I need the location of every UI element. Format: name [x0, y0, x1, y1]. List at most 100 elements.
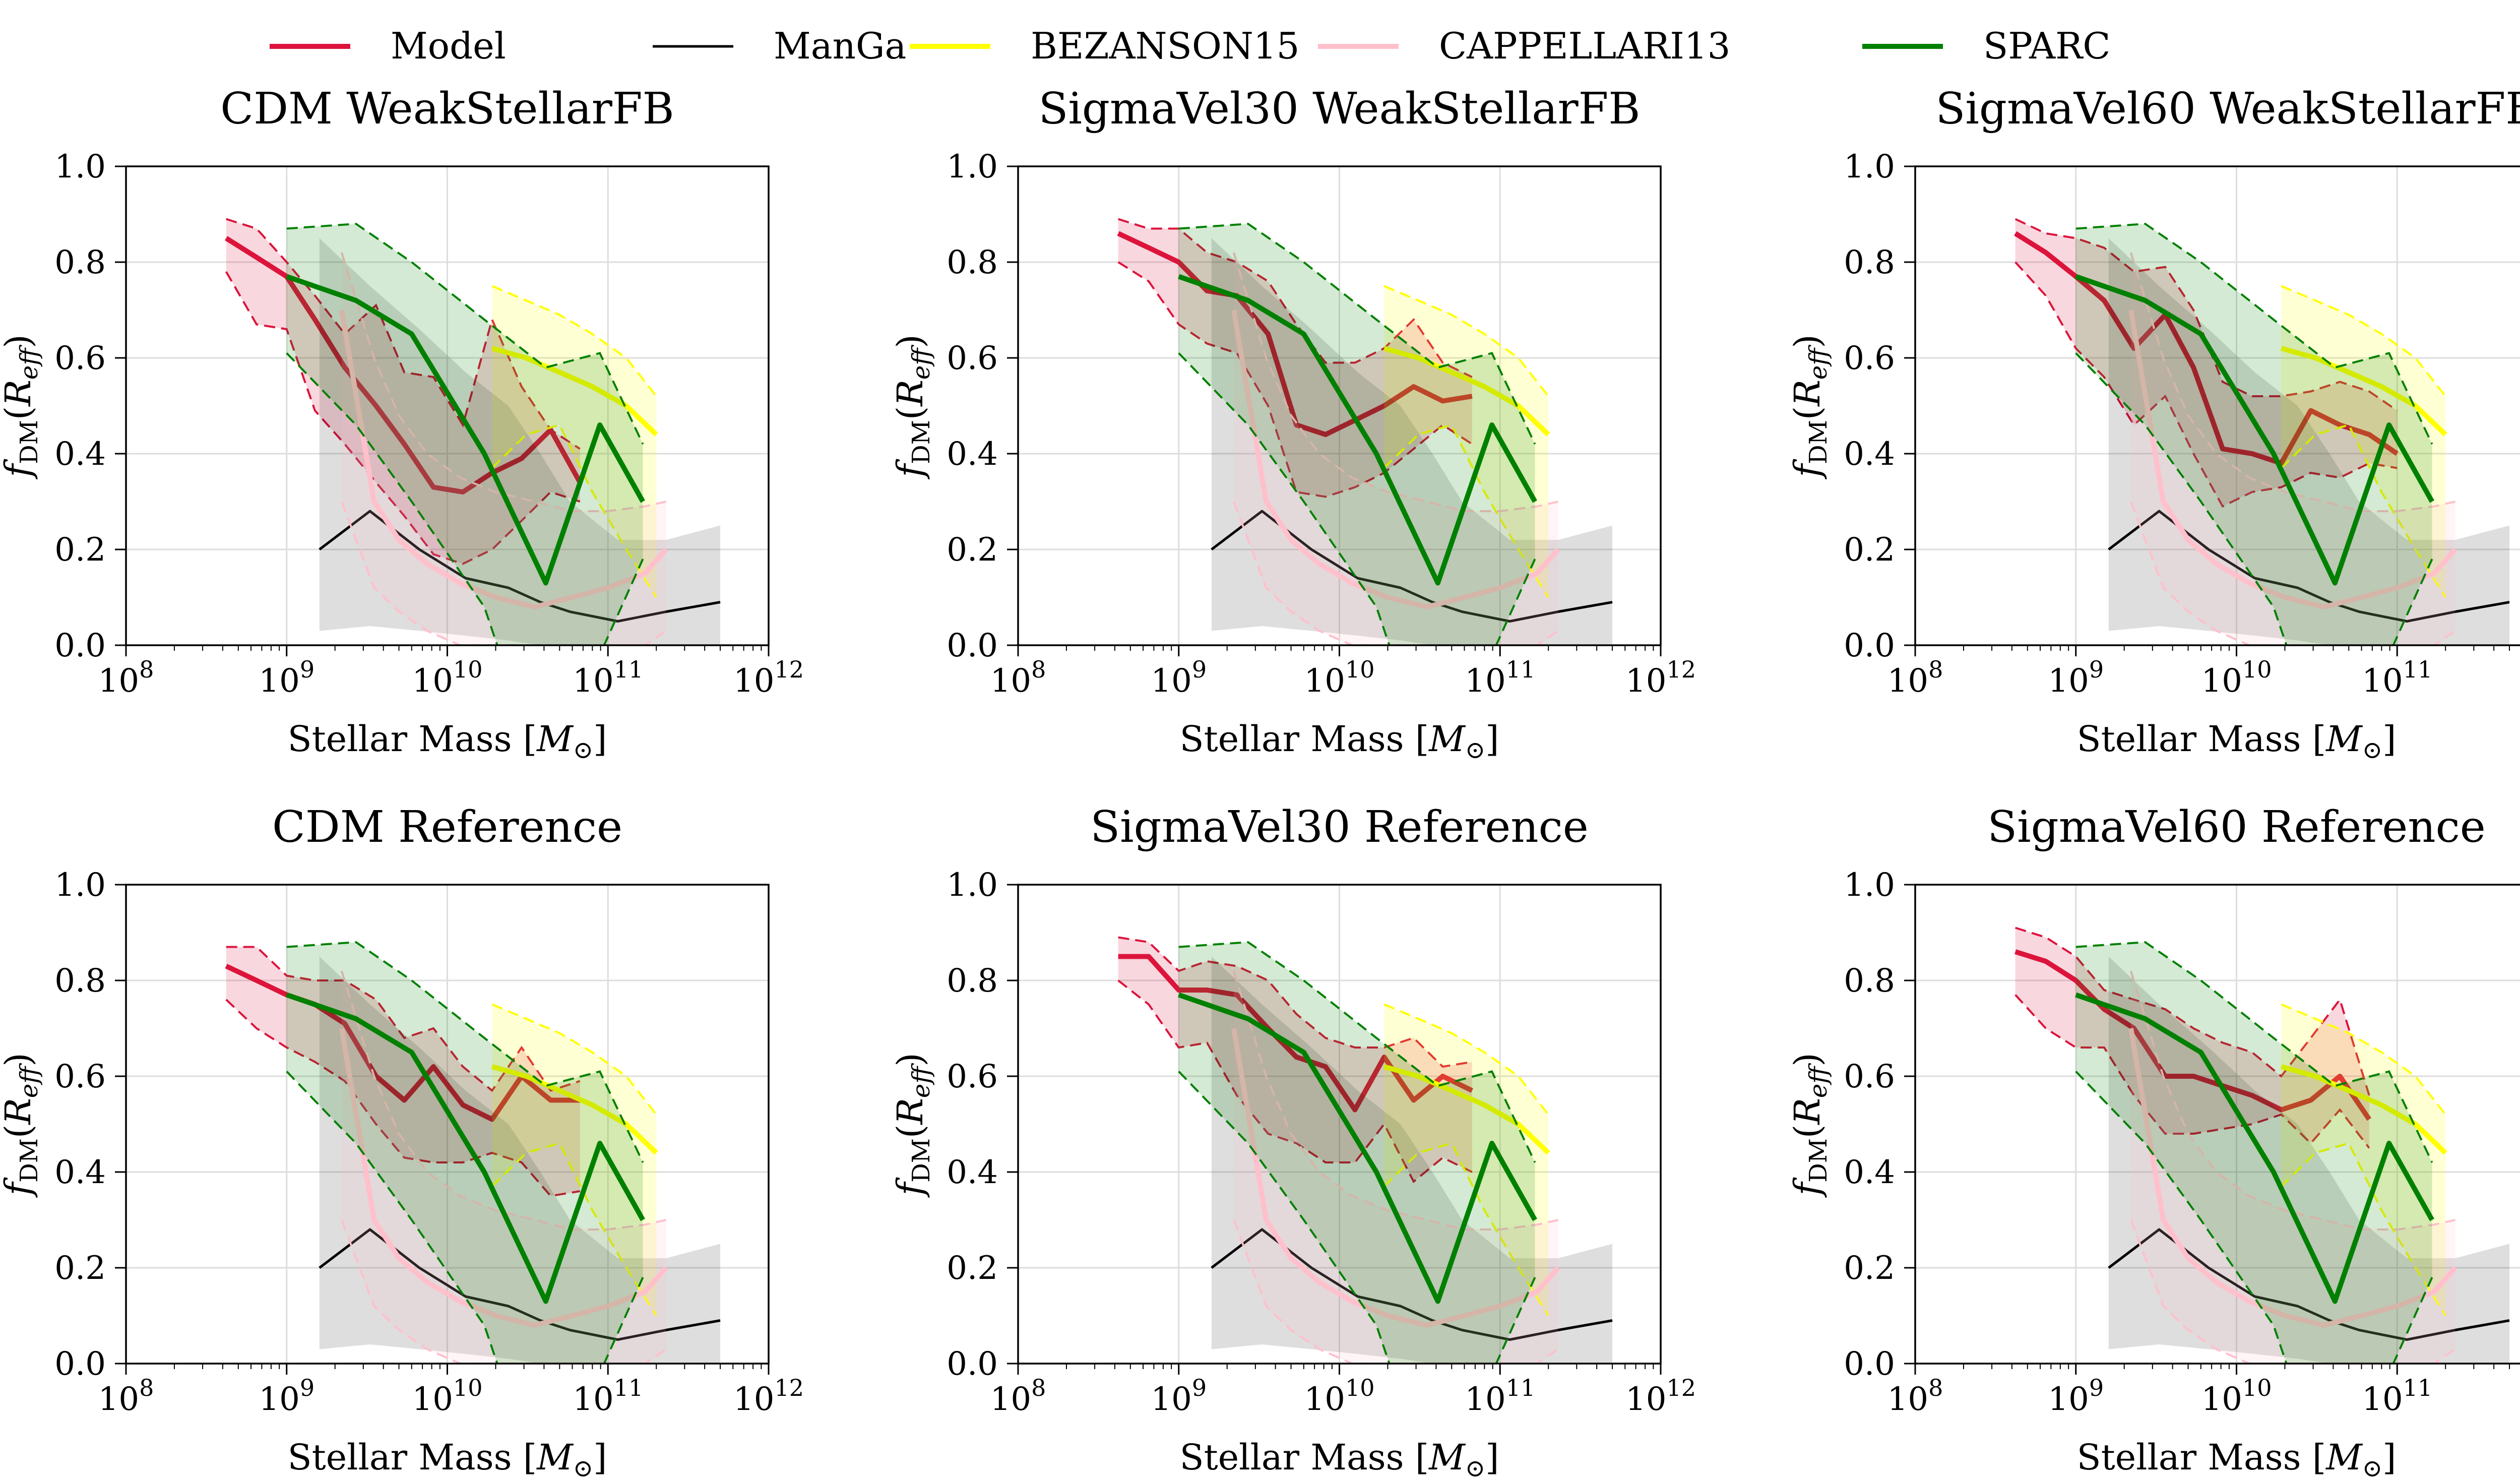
y-tick-label: 0.2 — [947, 531, 998, 569]
y-axis-title: fDM(Reff) — [890, 1053, 935, 1198]
median-line-bezanson15 — [491, 346, 658, 437]
upper-bound-bezanson15 — [2281, 285, 2446, 397]
plot-area — [224, 218, 721, 645]
x-axis: 108 109 1010 1011 1012 — [990, 1364, 1696, 1418]
legend-item-sparc: SPARC — [1862, 25, 2110, 67]
y-axis: 0.0 0.2 0.4 0.6 0.8 1.0 — [1844, 867, 1915, 1383]
series-sparc — [286, 222, 645, 645]
x-tick-label: 109 — [1151, 1374, 1207, 1418]
y-axis: 0.0 0.2 0.4 0.6 0.8 1.0 — [54, 148, 126, 664]
series-sparc — [2075, 941, 2434, 1364]
x-tick-label: 1011 — [1465, 1374, 1535, 1418]
x-tick-label: 108 — [98, 656, 154, 700]
x-tick-label: 108 — [1887, 656, 1943, 700]
band-bezanson15 — [492, 286, 657, 597]
upper-bound-sparc — [286, 941, 644, 1163]
series-bezanson15 — [491, 285, 658, 598]
median-line-model — [1117, 231, 1473, 437]
band-sparc — [286, 224, 643, 645]
series-cappellari13 — [339, 252, 668, 645]
x-tick-label: 108 — [1887, 1374, 1943, 1418]
lower-bound-model — [225, 271, 581, 565]
upper-bound-sparc — [286, 222, 644, 445]
y-tick-label: 0.2 — [54, 531, 106, 569]
upper-bound-bezanson15 — [1383, 1003, 1549, 1116]
band-sparc — [1178, 942, 1535, 1364]
upper-bound-bezanson15 — [1383, 285, 1549, 397]
x-tick-label: 1011 — [573, 656, 643, 700]
series-bezanson15 — [1383, 285, 1550, 598]
series-bezanson15 — [1383, 1003, 1550, 1317]
x-tick-label: 1011 — [1465, 656, 1535, 700]
band-bezanson15 — [492, 1004, 657, 1316]
upper-bound-model — [2015, 927, 2370, 1096]
y-tick-label: 0.4 — [1844, 1154, 1895, 1191]
y-tick-label: 0.0 — [54, 1345, 106, 1383]
x-axis-title: Stellar Mass [M⊙] — [1180, 718, 1499, 764]
x-tick-label: 109 — [2048, 1374, 2104, 1418]
band-cappellari13 — [1233, 253, 1558, 645]
legend-label-model: Model — [391, 25, 506, 67]
x-axis-title: Stellar Mass [M⊙] — [2077, 718, 2397, 764]
median-line-bezanson15 — [1383, 1064, 1550, 1155]
y-tick-label: 0.6 — [947, 1058, 998, 1095]
x-axis: 108 109 1010 1011 1012 — [98, 1364, 804, 1418]
y-tick-label: 0.8 — [54, 244, 106, 281]
y-tick-label: 0.6 — [947, 340, 998, 377]
x-tick-label: 1012 — [733, 1374, 804, 1418]
x-tick-label: 1010 — [412, 656, 483, 700]
band-sparc — [2075, 224, 2432, 645]
band-sparc — [2075, 942, 2432, 1364]
panel-sigmavel30-reference: 108 109 1010 1011 1012 0.0 0.2 0.4 0.6 0.8 1.0 Stel… — [890, 802, 1696, 1478]
y-tick-label: 0.4 — [54, 436, 106, 473]
median-line-sparc — [2075, 992, 2434, 1304]
plot-area — [225, 941, 721, 1364]
y-tick-label: 1.0 — [947, 148, 998, 186]
series-bezanson15 — [2280, 1003, 2447, 1317]
y-tick-label: 0.2 — [947, 1250, 998, 1287]
y-tick-label: 0.0 — [54, 627, 106, 664]
legend-label-sparc: SPARC — [1983, 25, 2110, 67]
lower-bound-model — [1117, 261, 1473, 498]
x-axis-title: Stellar Mass [M⊙] — [288, 1437, 607, 1478]
upper-bound-cappellari13 — [340, 970, 666, 1230]
series-sparc — [286, 941, 645, 1364]
series-cappellari13 — [1231, 970, 1560, 1364]
x-axis: 108 109 1010 1011 1012 — [990, 645, 1696, 700]
x-tick-label: 108 — [990, 1374, 1046, 1418]
lower-bound-model — [225, 999, 581, 1197]
median-line-cappellari13 — [2128, 1028, 2458, 1328]
y-tick-label: 0.8 — [54, 962, 106, 1000]
band-bezanson15 — [2281, 1004, 2446, 1316]
lower-bound-bezanson15 — [1383, 1142, 1549, 1317]
series-model — [2014, 927, 2371, 1149]
median-line-sparc — [286, 274, 645, 586]
band-model — [1118, 937, 1472, 1182]
y-axis-title: fDM(Reff) — [1787, 334, 1833, 479]
median-line-sparc — [286, 992, 645, 1304]
band-bezanson15 — [2281, 286, 2446, 597]
y-tick-label: 0.2 — [1844, 531, 1895, 569]
median-line-cappellari13 — [339, 1028, 668, 1328]
y-axis: 0.0 0.2 0.4 0.6 0.8 1.0 — [54, 867, 126, 1383]
plot-area — [1117, 936, 1613, 1364]
median-line-bezanson15 — [2281, 1064, 2447, 1155]
x-tick-label: 1010 — [2201, 1374, 2272, 1418]
upper-bound-bezanson15 — [491, 285, 657, 397]
lower-bound-bezanson15 — [2280, 423, 2446, 598]
median-line-bezanson15 — [1383, 346, 1550, 437]
x-tick-label: 1012 — [1625, 1374, 1696, 1418]
y-tick-label: 1.0 — [1844, 867, 1895, 904]
y-tick-label: 0.2 — [1844, 1250, 1895, 1287]
panel-title: SigmaVel30 WeakStellarFB — [1039, 84, 1641, 134]
plot-area — [1117, 218, 1613, 645]
upper-bound-bezanson15 — [491, 1003, 657, 1116]
y-tick-label: 0.6 — [54, 340, 106, 377]
y-tick-label: 0.6 — [1844, 340, 1895, 377]
panel-sigmavel60-reference: 1081091010101110120.00.20.40.60.81.0Stel… — [1787, 802, 2520, 1478]
band-bezanson15 — [1384, 1004, 1549, 1316]
median-line-cappellari13 — [2128, 310, 2458, 609]
upper-bound-model — [226, 218, 581, 450]
median-line-cappellari13 — [339, 310, 668, 609]
upper-bound-sparc — [1178, 222, 1536, 445]
